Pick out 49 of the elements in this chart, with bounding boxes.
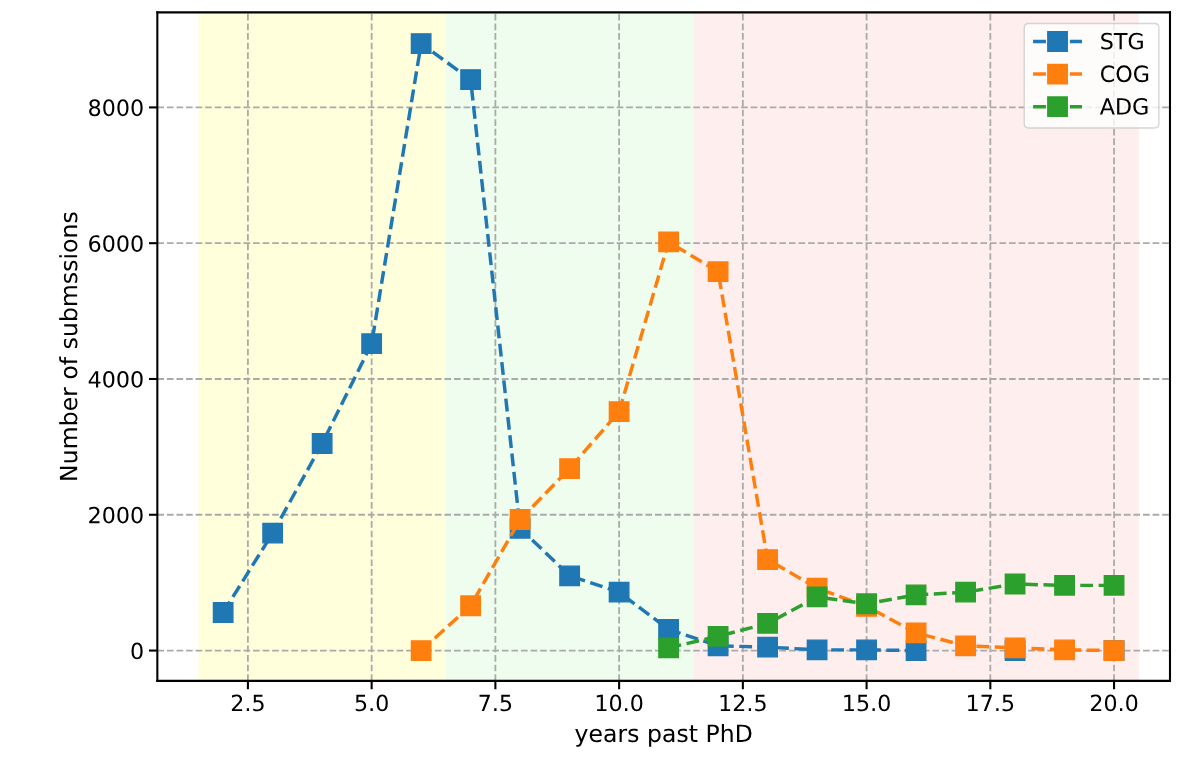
point [559, 565, 581, 587]
y-tick-label: 6000 [89, 235, 143, 252]
point [410, 640, 432, 661]
point [509, 509, 531, 530]
point [658, 231, 680, 253]
x-tick-label: 20.0 [1090, 694, 1138, 712]
x-tick-label: 5.0 [355, 694, 388, 712]
point [707, 261, 729, 283]
point [361, 333, 383, 355]
y-tick-label: 4000 [88, 370, 143, 388]
point [608, 401, 630, 422]
point [311, 433, 333, 454]
legend-label: STG [1101, 32, 1143, 50]
point [1054, 639, 1075, 661]
point [658, 637, 680, 659]
point [212, 602, 234, 623]
x-tick-label: 15.0 [844, 694, 890, 712]
y-tick-label: 0 [131, 642, 143, 660]
legend-label: ADG [1099, 97, 1148, 115]
point [806, 586, 828, 608]
x-tick-label: 10.0 [596, 694, 643, 712]
point [460, 69, 482, 90]
x-tick-label: 2.5 [231, 694, 264, 712]
y-tick-label: 2000 [89, 506, 143, 524]
point [806, 639, 828, 661]
point [757, 549, 779, 570]
point [608, 581, 630, 603]
point [1004, 573, 1026, 595]
x-axis-title: years past PhD [575, 723, 752, 747]
point [757, 612, 779, 634]
point [955, 581, 976, 603]
point [1054, 574, 1075, 596]
point [757, 636, 779, 658]
legend-label: COG [1101, 65, 1149, 83]
point [955, 635, 976, 657]
y-tick-label: 8000 [89, 99, 143, 117]
point [905, 622, 927, 644]
point [559, 458, 581, 480]
point [1103, 574, 1125, 596]
x-tick-label: 12.5 [720, 694, 766, 712]
point [410, 33, 432, 55]
point [460, 595, 482, 617]
y-axis-title: Number of submssions [59, 212, 78, 480]
x-tick-label: 7.5 [479, 694, 512, 712]
point [905, 584, 927, 606]
point [707, 625, 729, 647]
point [856, 639, 878, 661]
x-tick-label: 17.5 [968, 694, 1014, 712]
point [262, 522, 284, 544]
